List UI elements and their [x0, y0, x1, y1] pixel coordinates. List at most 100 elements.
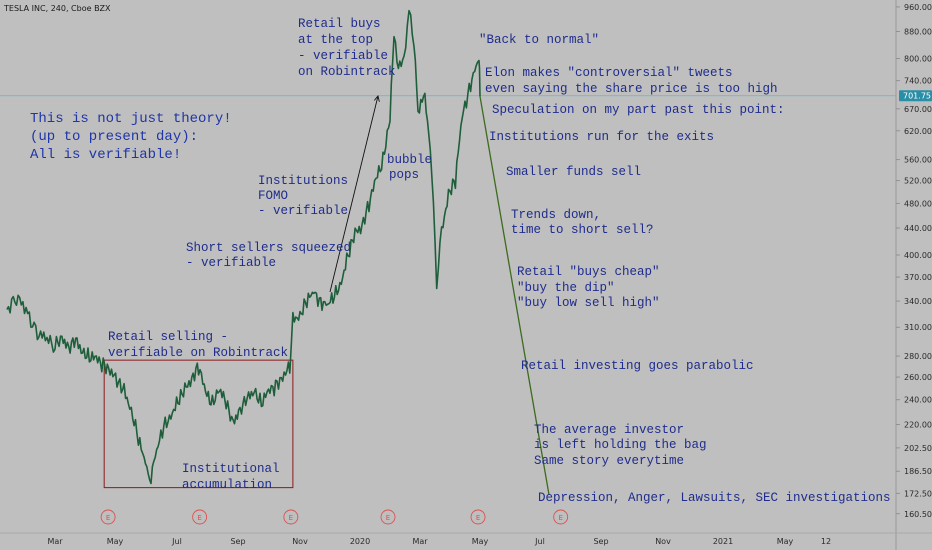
annotation-speculation: Speculation on my part past this point: [492, 103, 785, 117]
x-tick-label: May [777, 537, 794, 546]
y-tick-label: 280.00 [904, 352, 932, 361]
annotation-depression: Depression, Anger, Lawsuits, SEC investi… [538, 491, 891, 505]
annotations: This is not just theory! (up to present … [30, 17, 891, 505]
y-tick-label: 340.00 [904, 297, 932, 306]
earnings-marker-label: E [386, 514, 390, 522]
annotation-average-investor: The average investor [534, 423, 684, 437]
x-tick-label: 2020 [350, 537, 370, 546]
annotation-buys-cheap: Retail "buys cheap" [517, 265, 660, 279]
x-tick-label: Sep [230, 537, 245, 546]
earnings-marker-label: E [558, 514, 562, 522]
x-tick-label: Nov [655, 537, 671, 546]
arrow-squeeze-to-top [329, 96, 378, 293]
annotation-retail-selling-robintrack: verifiable on Robintrack [108, 346, 288, 360]
symbol-title: TESLA INC, 240, Cboe BZX [3, 4, 111, 13]
annotation-elon-tweets: Elon makes "controversial" tweets [485, 66, 733, 80]
earnings-marker-circle [380, 509, 396, 525]
price-line [6, 9, 481, 485]
annotation-share-price-high: even saying the share price is too high [485, 82, 778, 96]
time-axis[interactable]: Mar May Jul Sep Nov 2020 Mar May Jul Sep Nov 2021 Ma… [47, 537, 831, 546]
annotation-trends-down: Trends down, [511, 208, 601, 222]
y-tick-label: 960.00 [904, 3, 932, 12]
earnings-marker-label: E [197, 514, 201, 522]
annotation-back-to-normal: "Back to normal" [479, 33, 599, 47]
y-tick-label: 670.00 [904, 105, 932, 114]
earnings-marker[interactable]: E [470, 509, 486, 525]
y-tick-label: 800.00 [904, 55, 932, 64]
earnings-marker[interactable]: E [553, 509, 569, 525]
price-axis[interactable]: 960.00 880.00 800.00 740.00 670.00 620.00 560.… [896, 3, 932, 519]
earnings-marker-circle [192, 509, 208, 525]
earnings-marker-circle [553, 509, 569, 525]
annotation-institutional: Institutional [182, 462, 280, 476]
y-tick-label: 520.00 [904, 177, 932, 186]
current-price-tag: 701.75 [899, 90, 932, 102]
annotation-institutions-exit: Institutions run for the exits [489, 130, 714, 144]
y-tick-label: 370.00 [904, 273, 932, 282]
annotation-smaller-funds: Smaller funds sell [506, 165, 641, 179]
y-tick-label: 440.00 [904, 224, 932, 233]
x-tick-label: 2021 [713, 537, 733, 546]
earnings-marker-circle [470, 509, 486, 525]
x-tick-label: 12 [821, 537, 831, 546]
earnings-marker[interactable]: E [100, 509, 116, 525]
x-tick-label: Mar [412, 537, 428, 546]
earnings-marker[interactable]: E [380, 509, 396, 525]
y-tick-label: 480.00 [904, 199, 932, 208]
x-tick-label: Jul [534, 537, 545, 546]
x-tick-label: May [107, 537, 124, 546]
current-price-label: 701.75 [903, 92, 931, 101]
annotation-top-robintrack: on Robintrack [298, 65, 396, 79]
x-tick-label: May [472, 537, 489, 546]
earnings-marker-circle [100, 509, 116, 525]
y-tick-label: 260.00 [904, 373, 932, 382]
annotation-at-the-top: at the top [298, 33, 373, 47]
x-tick-label: Mar [47, 537, 63, 546]
annotation-retail-buys: Retail buys [298, 17, 381, 31]
annotation-present-day: (up to present day): [30, 129, 198, 145]
annotation-theory: This is not just theory! [30, 111, 232, 127]
annotation-buy-the-dip: "buy the dip" [517, 281, 615, 295]
y-tick-label: 220.00 [904, 420, 932, 429]
earnings-marker-label: E [106, 514, 110, 522]
earnings-marker-circle [283, 509, 299, 525]
y-tick-label: 310.00 [904, 323, 932, 332]
annotation-pops: pops [389, 168, 419, 182]
y-tick-label: 560.00 [904, 156, 932, 165]
earnings-marker-label: E [476, 514, 480, 522]
earnings-marker[interactable]: E [283, 509, 299, 525]
accumulation-box [103, 359, 294, 489]
y-tick-label: 186.50 [904, 467, 932, 476]
y-tick-label: 202.50 [904, 444, 932, 453]
annotation-holding-bag: is left holding the bag [534, 438, 707, 452]
y-tick-label: 880.00 [904, 28, 932, 37]
earnings-marker-label: E [289, 514, 293, 522]
x-tick-label: Nov [292, 537, 308, 546]
y-tick-label: 400.00 [904, 251, 932, 260]
annotation-fomo: FOMO [258, 189, 288, 203]
y-tick-label: 620.00 [904, 127, 932, 136]
annotation-accumulation: accumulation [182, 478, 272, 492]
x-tick-label: Sep [593, 537, 608, 546]
annotation-verifiable: All is verifiable! [30, 147, 181, 163]
y-tick-label: 160.50 [904, 510, 932, 519]
y-tick-label: 240.00 [904, 396, 932, 405]
annotation-same-story: Same story everytime [534, 454, 684, 468]
annotation-fomo-verifiable: - verifiable [258, 204, 348, 218]
earnings-marker[interactable]: E [192, 509, 208, 525]
annotation-short-squeeze-verifiable: - verifiable [186, 256, 276, 270]
x-tick-label: Jul [171, 537, 182, 546]
annotation-buy-low-sell-high: "buy low sell high" [517, 296, 660, 310]
annotation-retail-selling: Retail selling - [108, 330, 228, 344]
annotation-short-squeeze: Short sellers squeezed [186, 241, 351, 255]
y-tick-label: 740.00 [904, 77, 932, 86]
projection-line [479, 96, 550, 495]
price-series [6, 9, 550, 495]
annotation-top-verifiable: - verifiable [298, 49, 388, 63]
annotation-institutions: Institutions [258, 174, 348, 188]
annotation-retail-parabolic: Retail investing goes parabolic [521, 359, 754, 373]
annotation-short-sell: time to short sell? [511, 223, 654, 237]
